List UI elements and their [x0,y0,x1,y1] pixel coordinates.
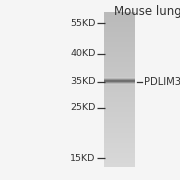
Text: Mouse lung: Mouse lung [114,5,180,18]
Text: 55KD: 55KD [70,19,95,28]
Text: PDLIM3: PDLIM3 [144,77,180,87]
Text: 40KD: 40KD [70,50,95,59]
Text: 15KD: 15KD [70,154,95,163]
Text: 35KD: 35KD [70,77,95,86]
Text: 25KD: 25KD [70,103,95,112]
